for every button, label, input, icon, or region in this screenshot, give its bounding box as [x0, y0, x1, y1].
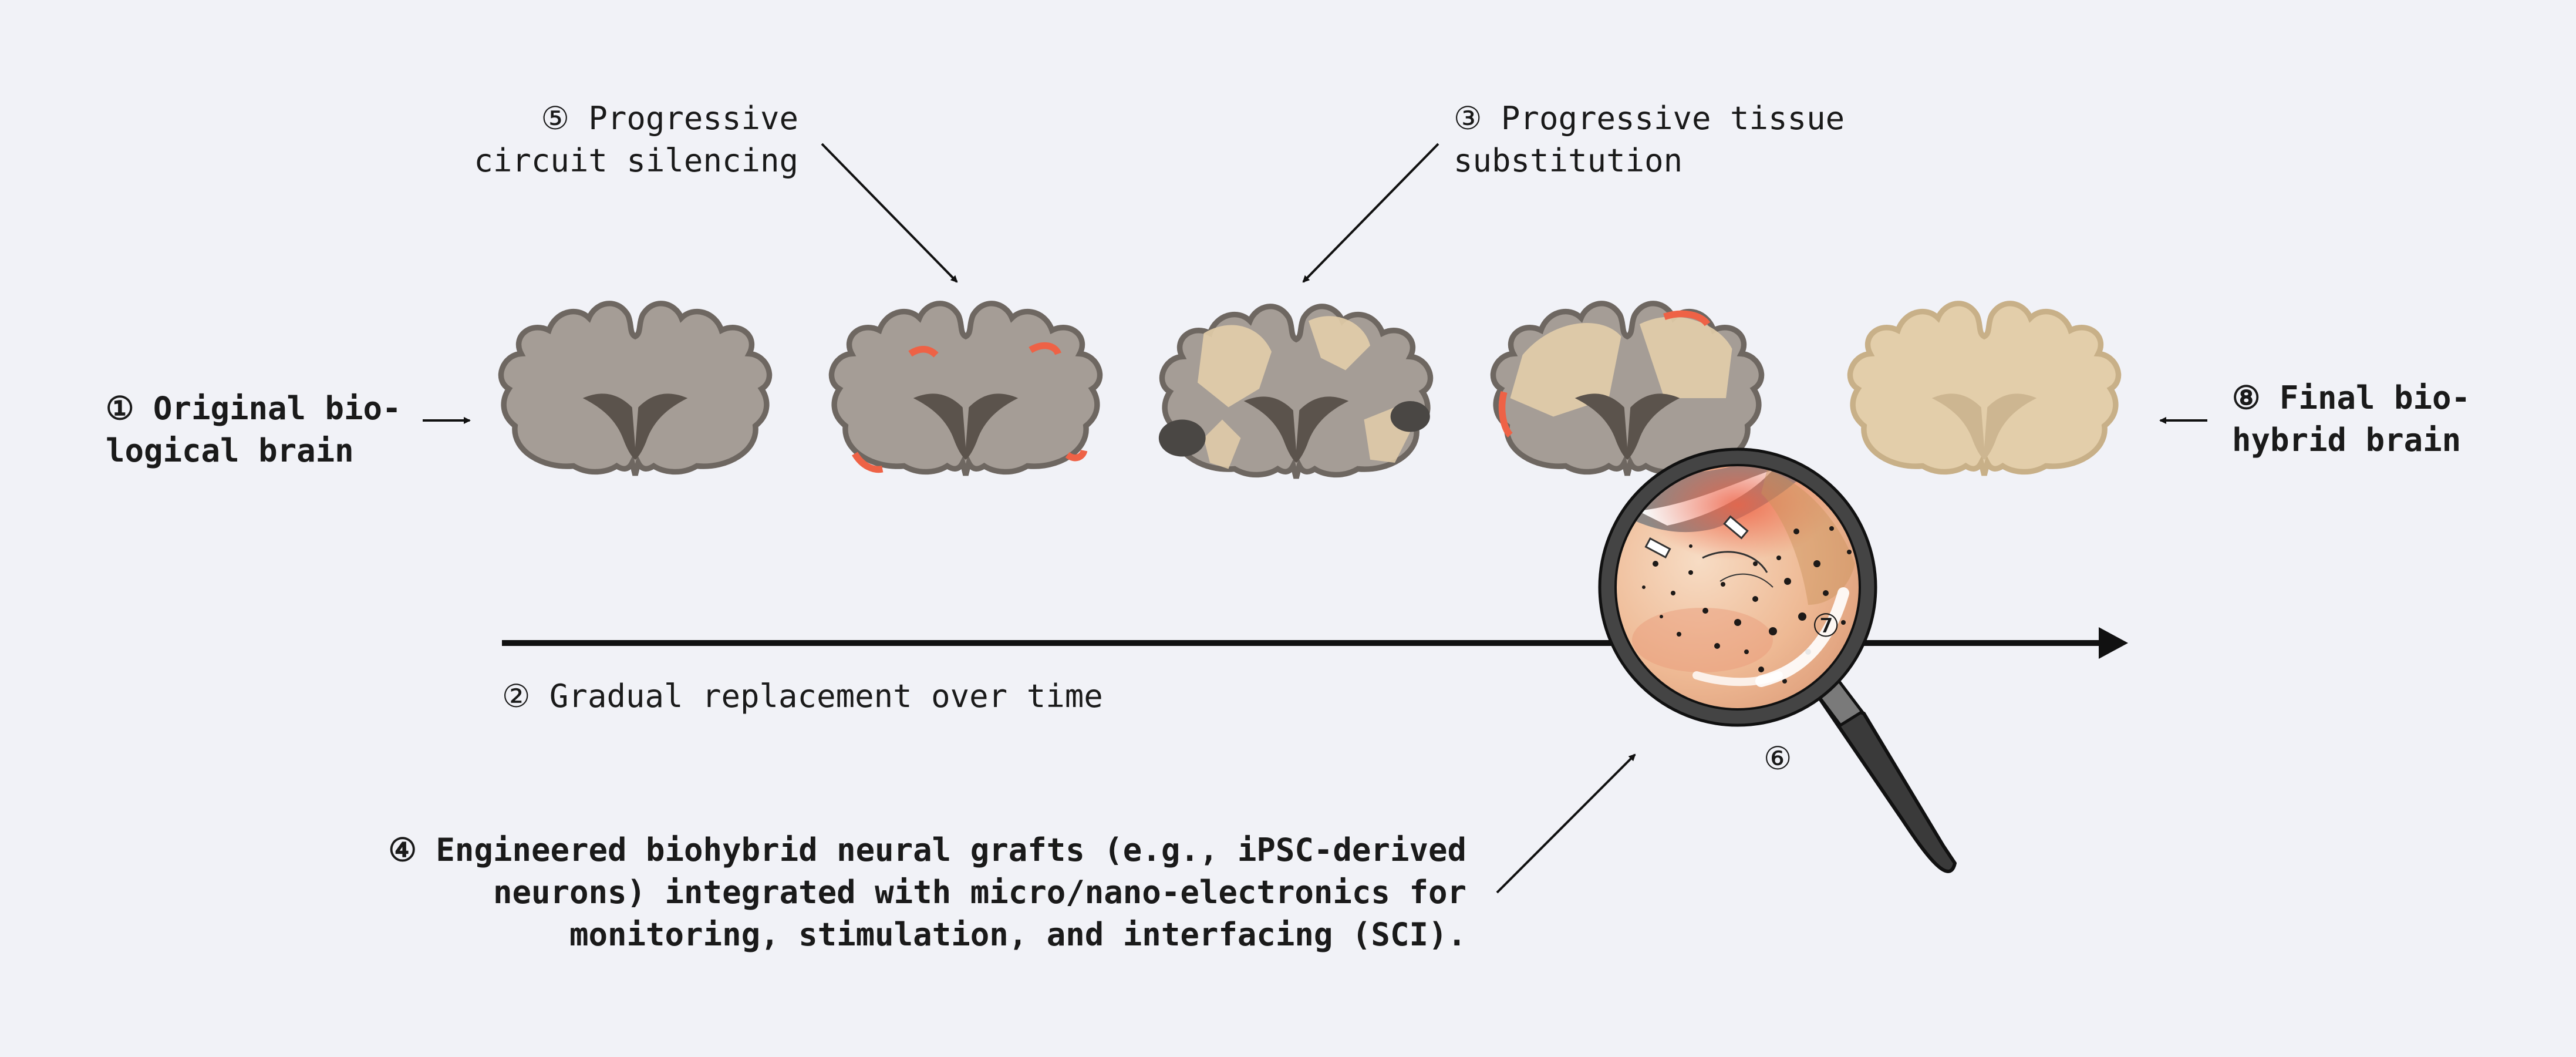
arrow-right-icon [502, 627, 2128, 659]
brain-late-substitution [1493, 304, 1761, 475]
brain-original [501, 304, 769, 475]
label-final-brain: ⑧ Final bio- hybrid brain [2232, 379, 2471, 459]
brain-final [1850, 304, 2118, 475]
label-original-brain: ① Original bio- logical brain [106, 390, 402, 469]
label-tissue-substitution: ③ Progressive tissue substitution [1454, 100, 1845, 179]
brain-substitution [1158, 307, 1431, 478]
label-circuit-silencing: ⑤ Progressive circuit silencing [474, 100, 798, 179]
label-gradual-replacement: ② Gradual replacement over time [502, 678, 1103, 715]
arrow-icon [1302, 143, 1439, 283]
marker-6: ⑥ [1764, 740, 1792, 777]
arrow-icon [821, 143, 958, 283]
brain-silencing [831, 304, 1100, 475]
magnifying-glass-icon [1598, 447, 1957, 873]
arrow-icon [1496, 753, 1636, 894]
label-biohybrid-grafts: ④ Engineered biohybrid neural grafts (e.… [388, 832, 1466, 953]
marker-7: ⑦ [1812, 607, 1840, 644]
